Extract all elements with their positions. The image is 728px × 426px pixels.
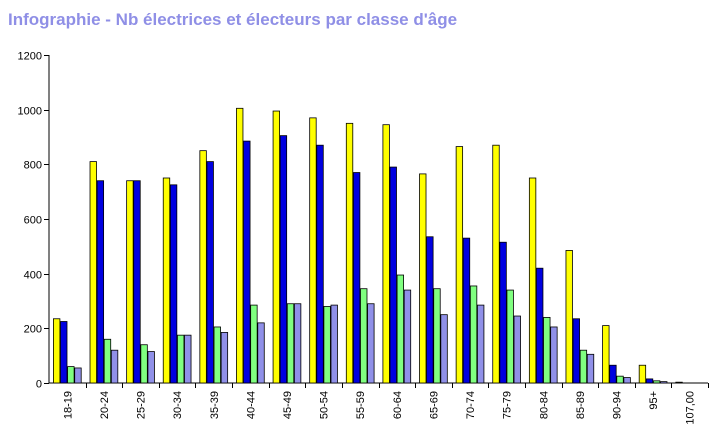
x-tick-label: 107,00: [685, 391, 697, 425]
bar: [506, 289, 514, 384]
y-tick-label: 200: [24, 324, 42, 336]
bar: [536, 267, 544, 384]
bar: [140, 344, 148, 384]
bar: [293, 303, 302, 384]
bar: [623, 377, 631, 384]
bar: [550, 326, 558, 384]
bar: [279, 135, 288, 384]
bar: [513, 315, 521, 384]
bar: [462, 237, 471, 384]
bar: [403, 289, 412, 384]
bar: [250, 304, 258, 384]
x-tick-label: 90-94: [611, 391, 623, 419]
x-tick-label: 18-19: [62, 391, 74, 419]
bar: [660, 381, 668, 384]
x-tick-label: 55-59: [355, 391, 367, 419]
bar: [236, 107, 244, 384]
bar: [199, 150, 207, 384]
bar: [206, 161, 214, 384]
bar: [74, 367, 82, 384]
x-tick-label: 70-74: [465, 391, 477, 419]
bar: [316, 144, 324, 384]
bar: [213, 326, 221, 384]
bar: [360, 288, 368, 384]
bar: [652, 380, 661, 384]
bar: [103, 338, 112, 384]
bar: [177, 334, 185, 384]
y-tick-label: 400: [24, 270, 42, 282]
bar: [638, 364, 647, 384]
x-tick-label: 40-44: [245, 391, 257, 419]
bar: [89, 161, 97, 384]
bar: [645, 378, 654, 384]
x-tick-label: 20-24: [99, 391, 111, 419]
bar: [133, 180, 141, 384]
bar: [323, 306, 331, 384]
x-tick-label: 80-84: [538, 391, 550, 419]
bar: [184, 334, 192, 384]
bar: [330, 304, 338, 384]
x-tick-label: 75-79: [502, 391, 514, 419]
bar: [257, 322, 265, 384]
bar: [162, 177, 171, 384]
bar: [543, 316, 551, 384]
bar: [67, 366, 75, 384]
bar: [616, 375, 624, 384]
x-tick-label: 35-39: [209, 391, 221, 419]
x-tick-label: 95+: [648, 391, 660, 410]
bar: [565, 250, 573, 384]
bar: [309, 117, 317, 384]
bar: [455, 146, 464, 384]
x-tick-label: 25-29: [136, 391, 148, 419]
bar: [389, 166, 397, 384]
x-tick-label: 85-89: [575, 391, 587, 419]
y-tick-label: 0: [36, 379, 42, 391]
bar: [469, 285, 478, 384]
x-tick-label: 60-64: [392, 391, 404, 419]
bar: [492, 144, 500, 384]
bar: [675, 381, 683, 384]
bar: [345, 122, 354, 384]
bar: [528, 177, 537, 384]
bar: [243, 140, 251, 384]
bar: [60, 321, 68, 384]
bar: [352, 172, 361, 384]
chart-title: Infographie - Nb électrices et électeurs…: [8, 10, 458, 29]
bar: [419, 173, 427, 384]
y-tick-label: 800: [24, 160, 42, 172]
bar: [579, 349, 588, 384]
bar: [96, 180, 105, 384]
bar: [609, 364, 617, 384]
bar: [440, 314, 448, 384]
bar: [499, 241, 507, 384]
bar: [126, 180, 134, 384]
bar: [572, 318, 580, 384]
x-tick-label: 45-49: [282, 391, 294, 419]
x-tick-label: 65-69: [428, 391, 440, 419]
bar: [53, 318, 61, 384]
x-tick-label: 30-34: [172, 391, 184, 419]
bar: [433, 288, 441, 384]
bar: [286, 303, 295, 384]
bar: [147, 351, 155, 384]
bar: [477, 304, 485, 384]
bar: [586, 353, 595, 384]
bar: [272, 110, 280, 384]
bar: [382, 124, 390, 384]
y-tick-label: 600: [24, 215, 42, 227]
bar: [169, 184, 178, 384]
bar: [426, 236, 434, 384]
y-tick-label: 1200: [18, 51, 42, 63]
bar: [367, 303, 375, 384]
bar: [602, 325, 610, 384]
bar: [220, 332, 229, 384]
y-tick-label: 1000: [18, 106, 42, 118]
x-tick-label: 50-54: [319, 391, 331, 419]
bar: [110, 349, 119, 384]
bar: [396, 274, 405, 384]
